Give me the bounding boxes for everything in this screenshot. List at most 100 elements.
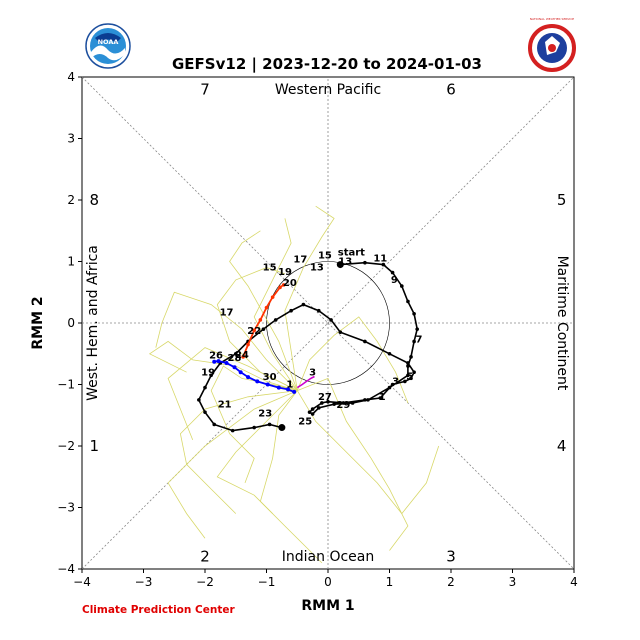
unit-circle [266,261,390,385]
day-label: 9 [391,275,398,286]
observed-point [338,330,343,335]
day-label: 7 [416,335,423,346]
ensemble-mean-week1-point [286,387,291,392]
ensemble-mean-week1-point [224,360,229,365]
ensemble-member-line [297,377,409,551]
observed-point [197,398,201,402]
region-label-right: Maritime Continent [554,256,570,391]
phase-number: 3 [446,548,456,566]
ensemble-member-line [253,218,298,391]
ensemble-mean-week2-point [241,355,245,359]
y-tick-label: −3 [57,501,75,515]
day-label: 29 [336,400,350,411]
footer-credit: Climate Prediction Center [82,604,235,616]
observed-point [316,406,321,410]
phase-number: 6 [446,80,456,98]
region-label-bottom: Indian Ocean [282,549,374,565]
day-label: 15 [263,263,277,274]
day-label: start [338,247,365,258]
phase-number: 8 [90,191,100,209]
observed-point [203,385,207,390]
observed-point [400,284,404,288]
y-tick-label: 0 [67,316,75,330]
observed-point [320,401,324,405]
observed-point [390,270,395,275]
day-label: 22 [247,326,261,337]
observed-point [267,422,272,427]
y-tick-label: −2 [57,439,75,453]
phase-number: 2 [200,548,210,566]
ensemble-mean-week1-point [216,359,221,364]
observed-point [406,373,410,378]
day-label: 1 [286,380,293,391]
ensemble-mean-week2-point [258,318,263,322]
y-tick-label: −4 [57,562,75,576]
nws-logo: NATIONAL WEATHER SERVICE [528,17,576,72]
ensemble-mean-week1-point [292,389,297,394]
day-label: 5 [406,372,413,383]
observed-trajectory [197,260,419,433]
ensemble-member-line [148,340,298,391]
day-label: 25 [298,416,312,427]
phase-number: 5 [557,191,567,209]
day-label: 30 [263,372,277,383]
ensemble-mean-week1-point [212,359,217,364]
y-tick-label: −1 [57,378,75,392]
observed-point [329,318,333,322]
ensemble-mean-week2-point [270,295,275,299]
noaa-logo: NOAA [85,23,131,69]
ensemble-mean-trajectory [212,283,315,394]
y-tick-label: 1 [67,255,75,269]
observed-point [409,355,413,359]
day-label: 17 [220,308,234,319]
observed-point [406,361,410,365]
x-tick-label: 0 [324,575,332,589]
observed-point [403,379,407,384]
observed-point [406,299,410,304]
observed-point [252,425,256,430]
x-axis-ticks: −4 −3 −2 −1 0 1 2 3 4 [73,569,578,589]
day-label: 28 [228,353,242,364]
ensemble-member-line [179,390,298,514]
y-tick-label: 3 [67,132,75,146]
x-tick-label: 3 [509,575,517,589]
day-label: 23 [258,408,272,419]
x-tick-label: −2 [196,575,214,589]
day-label: 15 [318,250,332,261]
day-label: 24 [235,350,249,361]
ensemble-mean-week2-line [242,284,285,358]
observed-point [363,398,367,402]
day-label: 26 [209,351,223,362]
y-tick-label: 2 [67,193,75,207]
phase-numbers: 7 68 51 42 3 [90,80,567,565]
observed-point [230,428,235,433]
observed-point [233,351,238,356]
phase-number: 1 [90,437,100,455]
day-label: 21 [218,399,232,410]
x-axis-label: RMM 1 [301,598,354,614]
ensemble-member-line [167,347,298,441]
observed-point [301,302,306,307]
day-label: 1 [379,392,386,403]
ensemble-mean-week2-point [252,328,256,333]
x-tick-label: 4 [570,575,578,589]
ensemble-mean-week1-point [238,370,243,375]
x-tick-label: −3 [135,575,153,589]
ensemble-mean-week1-point [255,379,260,384]
observed-point [350,401,355,405]
observed-point [412,339,416,344]
transition-line [296,375,315,389]
x-tick-label: 1 [386,575,394,589]
ensemble-member-line [216,390,298,514]
observed-point [332,402,336,406]
observed-point [387,351,392,356]
ensemble-member-line [167,390,298,539]
observed-point [378,396,383,400]
x-tick-label: 2 [447,575,455,589]
observed-point [261,327,266,331]
observed-point [310,412,315,416]
ensemble-mean-week2-point [246,342,250,347]
observed-point [381,262,386,267]
observed-point [289,308,293,313]
